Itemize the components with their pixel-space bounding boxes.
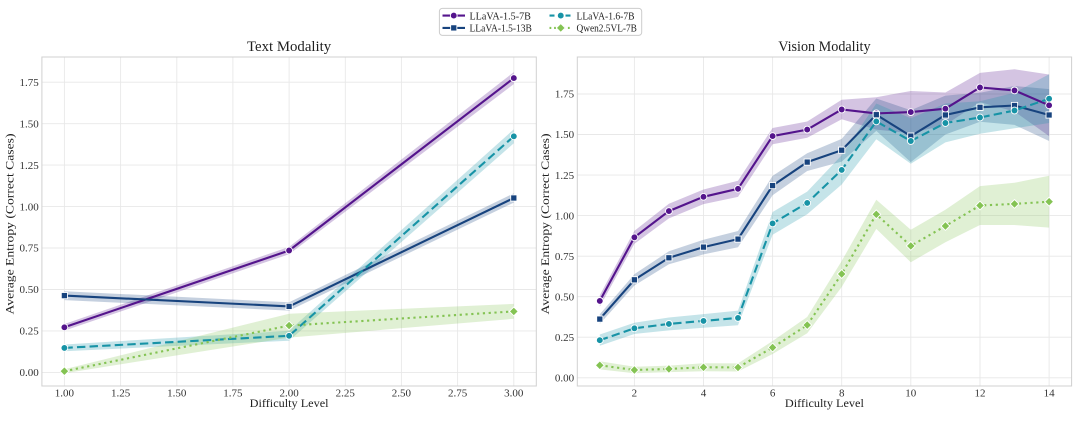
svg-text:Difficulty Level: Difficulty Level xyxy=(785,396,865,410)
svg-text:0.75: 0.75 xyxy=(555,251,575,263)
svg-text:1.50: 1.50 xyxy=(19,118,39,130)
svg-text:1.00: 1.00 xyxy=(55,388,75,400)
svg-text:2.00: 2.00 xyxy=(279,388,299,400)
svg-text:3.00: 3.00 xyxy=(504,388,524,400)
svg-text:0.25: 0.25 xyxy=(19,326,39,338)
svg-text:12: 12 xyxy=(975,388,986,400)
svg-text:6: 6 xyxy=(770,388,776,400)
svg-text:2.75: 2.75 xyxy=(448,388,468,400)
svg-text:1.25: 1.25 xyxy=(555,170,575,182)
svg-text:1.50: 1.50 xyxy=(167,388,187,400)
svg-text:0.75: 0.75 xyxy=(19,243,39,255)
svg-text:0.00: 0.00 xyxy=(19,367,39,379)
svg-text:LLaVA-1.5-13B: LLaVA-1.5-13B xyxy=(470,23,532,35)
svg-text:Qwen2.5VL-7B: Qwen2.5VL-7B xyxy=(577,23,637,35)
svg-text:1.00: 1.00 xyxy=(19,201,39,213)
svg-text:1.75: 1.75 xyxy=(555,89,575,101)
svg-text:8: 8 xyxy=(839,388,845,400)
svg-text:2.25: 2.25 xyxy=(336,388,356,400)
svg-text:14: 14 xyxy=(1044,388,1056,400)
svg-text:1.75: 1.75 xyxy=(19,77,39,89)
svg-text:2: 2 xyxy=(632,388,638,400)
svg-text:Vision Modality: Vision Modality xyxy=(778,39,871,55)
svg-text:Average Entropy (Correct Cases: Average Entropy (Correct Cases) xyxy=(538,134,552,315)
svg-text:0.50: 0.50 xyxy=(19,284,39,296)
svg-text:2.50: 2.50 xyxy=(392,388,412,400)
svg-text:10: 10 xyxy=(905,388,917,400)
svg-text:1.25: 1.25 xyxy=(111,388,131,400)
svg-text:LLaVA-1.6-7B: LLaVA-1.6-7B xyxy=(577,10,635,22)
svg-text:1.50: 1.50 xyxy=(555,129,575,141)
svg-text:0.50: 0.50 xyxy=(555,291,575,303)
svg-text:Text Modality: Text Modality xyxy=(247,39,332,55)
svg-text:LLaVA-1.5-7B: LLaVA-1.5-7B xyxy=(470,10,531,22)
svg-text:Difficulty Level: Difficulty Level xyxy=(250,396,330,410)
svg-text:1.25: 1.25 xyxy=(19,160,39,172)
svg-text:1.75: 1.75 xyxy=(223,388,243,400)
svg-text:0.25: 0.25 xyxy=(555,332,575,344)
svg-text:1.00: 1.00 xyxy=(555,210,575,222)
svg-text:0.00: 0.00 xyxy=(555,373,575,385)
svg-text:Average Entropy (Correct Cases: Average Entropy (Correct Cases) xyxy=(3,134,17,315)
svg-text:4: 4 xyxy=(701,388,707,400)
